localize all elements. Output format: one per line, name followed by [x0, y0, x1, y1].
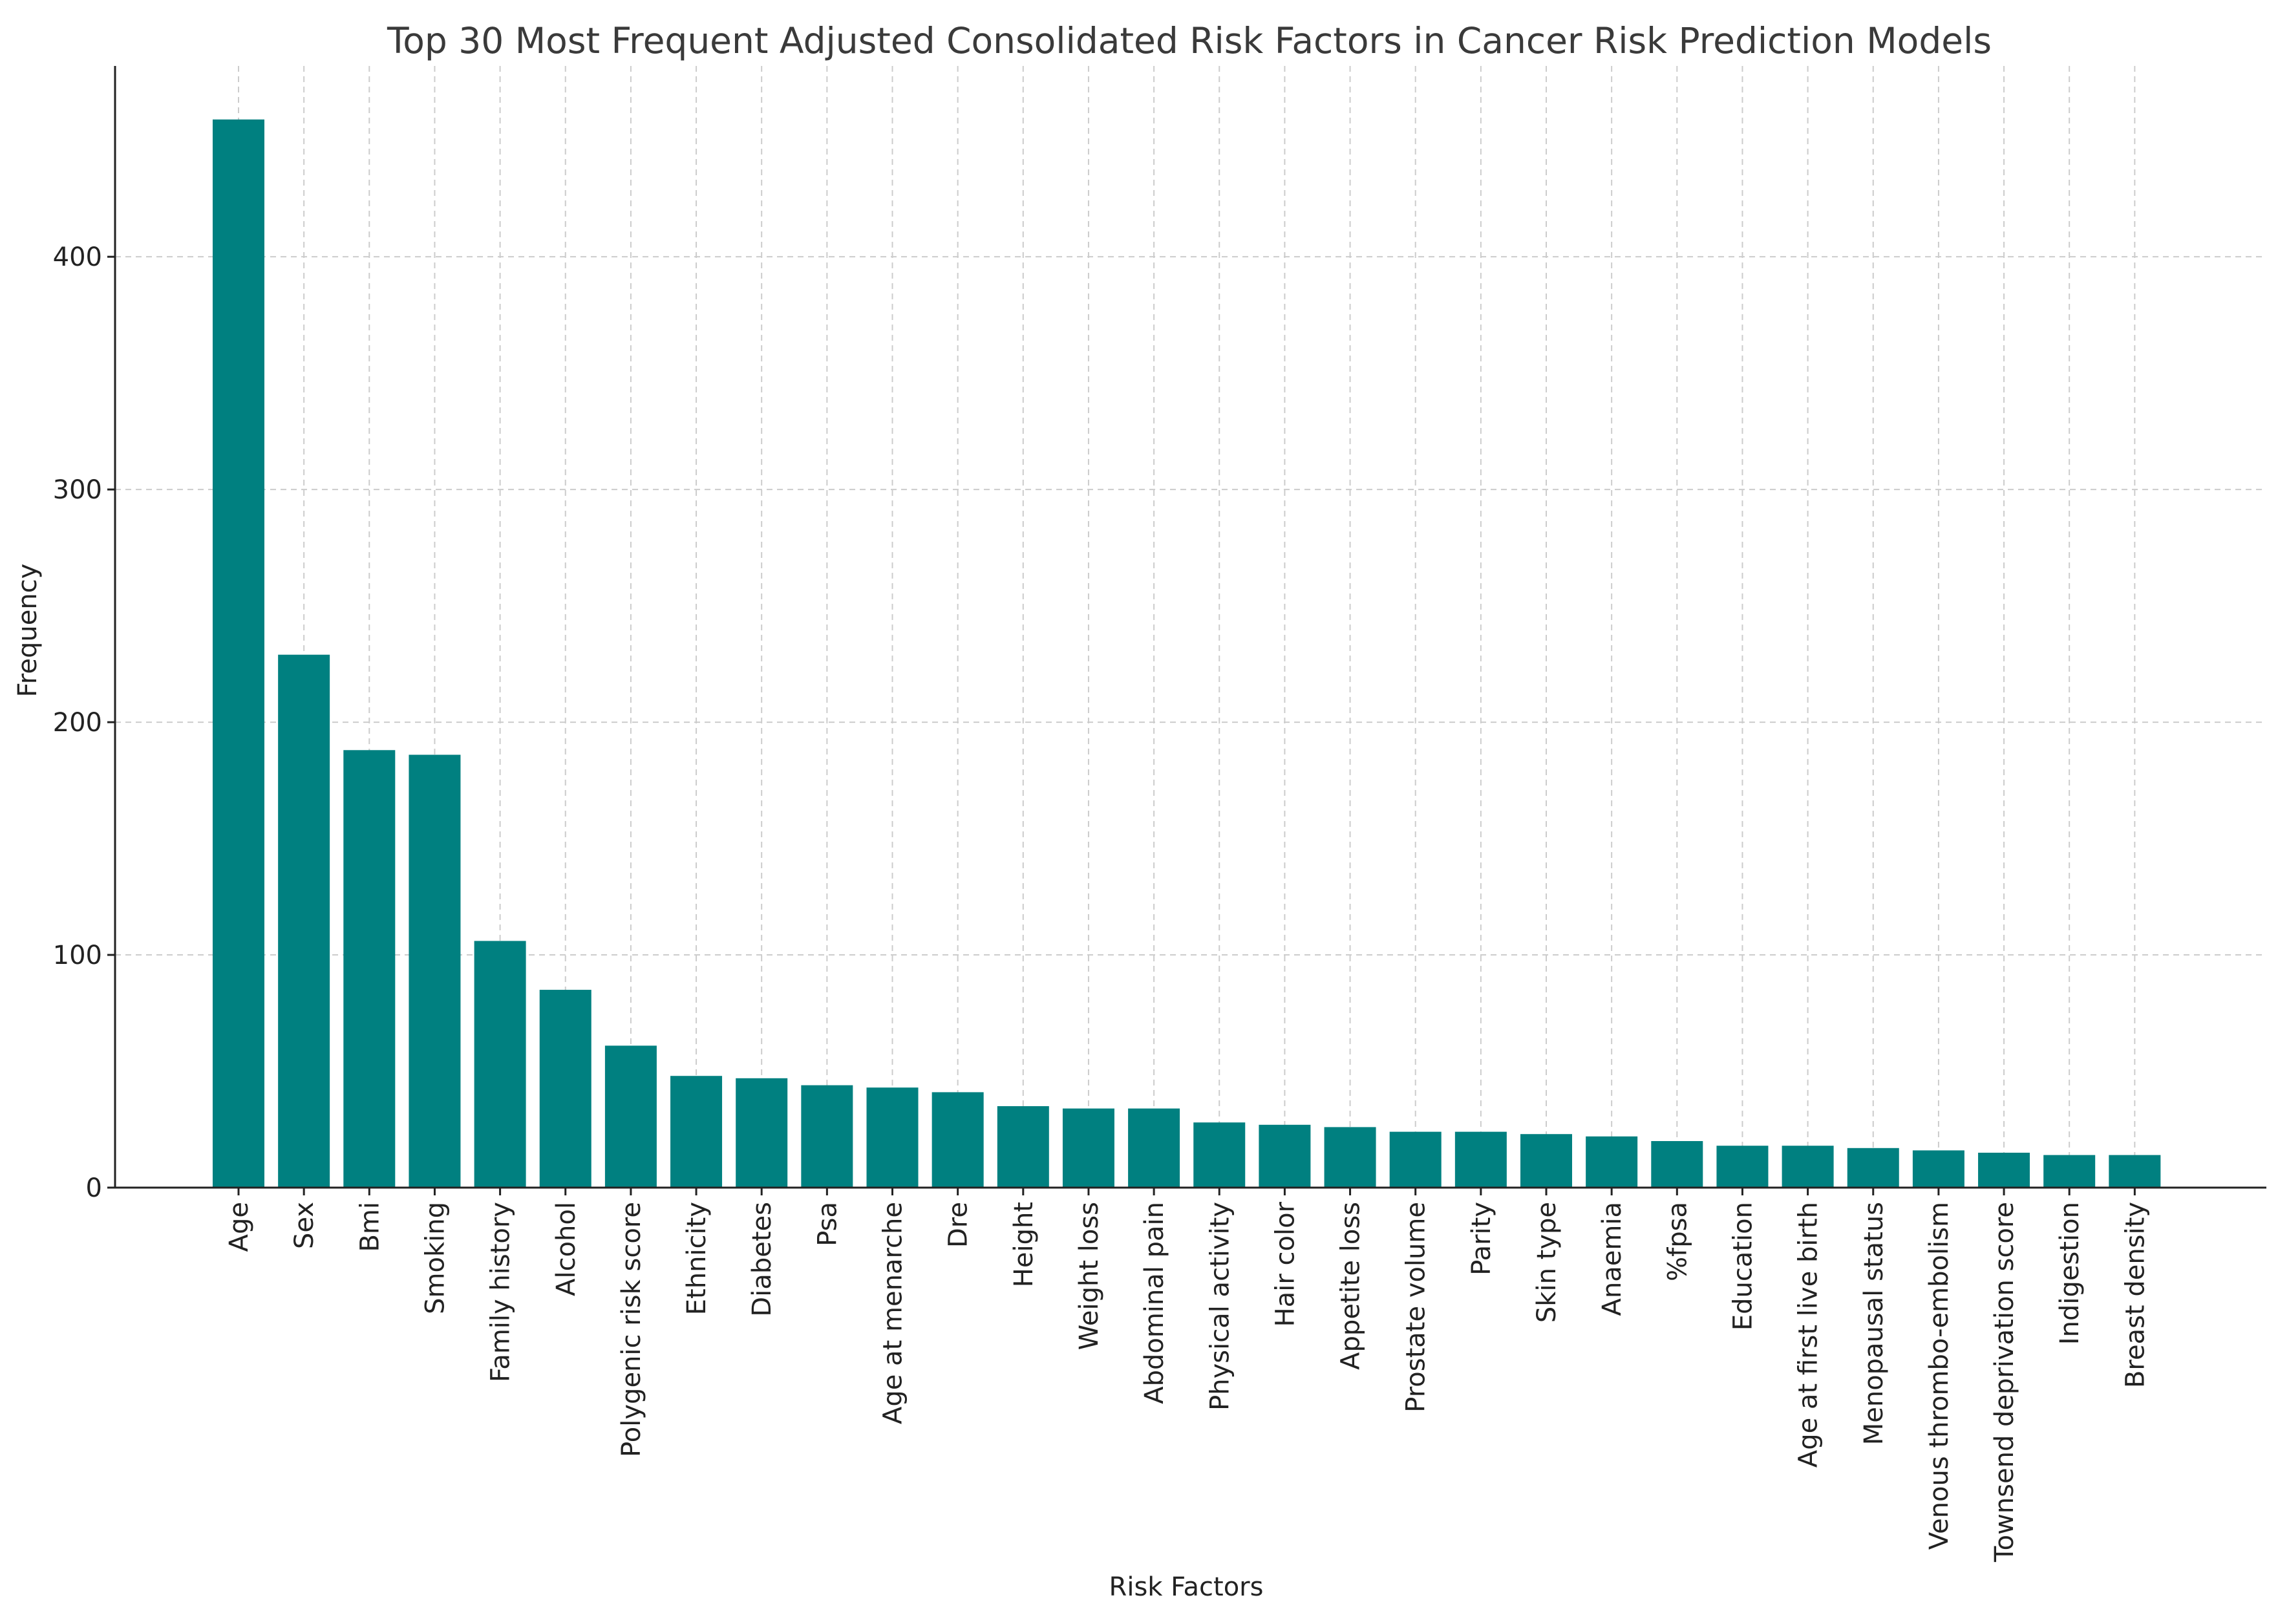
x-tick-label: Abdominal pain — [1140, 1202, 1169, 1404]
bar — [1912, 1150, 1964, 1188]
y-tick-label: 300 — [53, 475, 102, 505]
bar — [1586, 1136, 1638, 1188]
y-axis-label: Frequency — [13, 564, 43, 698]
bar — [1389, 1131, 1442, 1188]
bar — [1128, 1108, 1180, 1188]
x-tick-label: Anaemia — [1597, 1202, 1627, 1316]
y-tick-label: 0 — [86, 1173, 102, 1203]
bar — [866, 1087, 919, 1188]
x-tick-label: Prostate volume — [1401, 1202, 1431, 1413]
bar — [801, 1085, 853, 1188]
x-tick-label: Weight loss — [1074, 1202, 1104, 1350]
x-tick-label: %fpsa — [1663, 1202, 1692, 1281]
x-tick-label: Townsend deprivation score — [1990, 1202, 2019, 1563]
x-tick-label: Venous thrombo-embolism — [1924, 1202, 1954, 1550]
bar — [670, 1076, 723, 1188]
x-tick-label: Diabetes — [747, 1202, 777, 1317]
x-tick-label: Appetite loss — [1336, 1202, 1366, 1370]
x-tick-label: Skin type — [1532, 1202, 1562, 1323]
x-tick-label: Psa — [813, 1202, 842, 1246]
y-axis-ticks: 0 100 200 300 400 — [53, 242, 115, 1203]
x-tick-label: Age at menarche — [878, 1202, 908, 1424]
bar — [409, 754, 461, 1188]
x-tick-label: Smoking — [420, 1202, 450, 1314]
bar — [1651, 1141, 1703, 1188]
bar — [1520, 1134, 1572, 1188]
bars — [213, 119, 2161, 1188]
x-tick-label: Breast density — [2120, 1202, 2150, 1388]
bar — [604, 1045, 657, 1188]
y-tick-label: 400 — [53, 242, 102, 272]
bar — [343, 750, 396, 1188]
x-axis-ticks: Age Sex Bmi Smoking Family history Alcohol Pol… — [224, 1188, 2150, 1563]
bar — [1847, 1148, 1899, 1188]
bar — [474, 941, 526, 1188]
bar — [278, 654, 330, 1188]
bar — [2043, 1155, 2096, 1188]
bar — [1978, 1153, 2030, 1188]
x-axis-label: Risk Factors — [1109, 1572, 1264, 1602]
bar — [1259, 1124, 1311, 1188]
bar — [213, 119, 264, 1188]
bar — [1716, 1146, 1769, 1188]
x-tick-label: Sex — [290, 1202, 319, 1249]
bar — [1062, 1108, 1114, 1188]
x-tick-label: Bmi — [355, 1202, 385, 1252]
x-tick-label: Polygenic risk score — [617, 1202, 646, 1457]
bar — [1782, 1146, 1834, 1188]
bar — [931, 1092, 984, 1188]
x-tick-label: Indigestion — [2055, 1202, 2085, 1345]
x-tick-label: Dre — [944, 1202, 974, 1248]
x-tick-label: Education — [1728, 1202, 1758, 1330]
bar — [997, 1106, 1049, 1188]
bar — [539, 990, 591, 1188]
bar — [1454, 1131, 1507, 1188]
bar — [1193, 1122, 1246, 1188]
x-tick-label: Ethnicity — [682, 1202, 712, 1315]
y-tick-label: 200 — [53, 708, 102, 738]
x-tick-label: Parity — [1467, 1202, 1496, 1276]
chart-title: Top 30 Most Frequent Adjusted Consolidat… — [387, 20, 1992, 61]
x-tick-label: Alcohol — [551, 1202, 581, 1296]
bar — [736, 1078, 788, 1188]
x-tick-label: Family history — [486, 1202, 516, 1382]
x-tick-label: Age — [224, 1202, 254, 1252]
axes — [114, 66, 2266, 1189]
y-tick-label: 100 — [53, 941, 102, 970]
x-tick-label: Age at first live birth — [1794, 1202, 1824, 1468]
x-tick-label: Physical activity — [1205, 1202, 1235, 1411]
bar — [1324, 1127, 1376, 1188]
x-tick-label: Height — [1009, 1202, 1039, 1287]
bar — [2109, 1155, 2161, 1188]
x-tick-label: Menopausal status — [1859, 1202, 1889, 1445]
x-tick-label: Hair color — [1270, 1201, 1300, 1327]
